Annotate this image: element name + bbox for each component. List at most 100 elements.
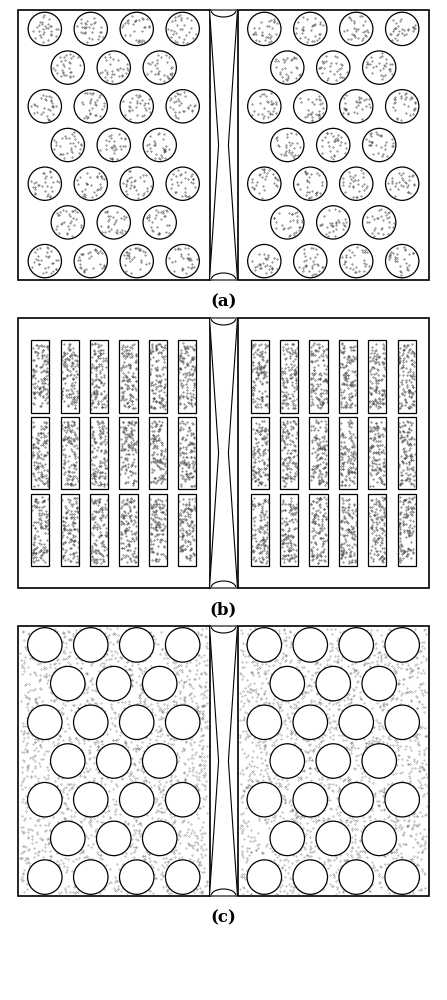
Bar [61, 340, 79, 412]
Bar [31, 417, 50, 489]
Bar [368, 340, 386, 412]
Circle shape [51, 666, 85, 701]
Text: (b): (b) [210, 601, 237, 618]
Circle shape [51, 821, 85, 856]
Circle shape [248, 244, 281, 278]
Bar [251, 417, 269, 489]
Circle shape [119, 782, 154, 817]
Bar [280, 493, 298, 566]
Circle shape [97, 744, 131, 778]
Circle shape [385, 628, 419, 662]
Circle shape [28, 244, 62, 278]
Bar [31, 340, 50, 412]
Circle shape [143, 206, 177, 239]
Circle shape [166, 167, 199, 200]
Bar [251, 493, 269, 566]
Circle shape [120, 244, 153, 278]
Circle shape [316, 666, 350, 701]
Circle shape [362, 666, 396, 701]
Text: (a): (a) [210, 293, 237, 310]
Circle shape [339, 782, 373, 817]
Circle shape [97, 666, 131, 701]
Circle shape [97, 821, 131, 856]
Bar [309, 417, 328, 489]
Circle shape [97, 128, 131, 162]
Circle shape [339, 860, 373, 894]
Circle shape [247, 782, 282, 817]
Circle shape [385, 244, 419, 278]
Circle shape [74, 705, 108, 740]
Circle shape [248, 90, 281, 123]
Circle shape [120, 12, 153, 46]
Circle shape [247, 860, 282, 894]
Circle shape [143, 666, 177, 701]
Circle shape [28, 12, 62, 46]
Bar [90, 340, 108, 412]
Circle shape [28, 90, 62, 123]
Circle shape [28, 705, 62, 740]
Circle shape [270, 821, 304, 856]
Circle shape [119, 628, 154, 662]
Circle shape [143, 821, 177, 856]
Bar [368, 417, 386, 489]
Circle shape [339, 705, 373, 740]
Bar [149, 340, 167, 412]
Circle shape [119, 705, 154, 740]
Circle shape [247, 628, 282, 662]
Circle shape [165, 860, 200, 894]
Bar [90, 417, 108, 489]
Circle shape [247, 705, 282, 740]
Circle shape [74, 167, 107, 200]
Circle shape [165, 705, 200, 740]
Bar [339, 340, 357, 412]
Circle shape [74, 860, 108, 894]
Bar [119, 417, 138, 489]
Circle shape [340, 244, 373, 278]
Bar [251, 340, 269, 412]
Circle shape [74, 782, 108, 817]
Circle shape [316, 821, 350, 856]
Bar [397, 493, 416, 566]
Circle shape [166, 90, 199, 123]
Circle shape [143, 744, 177, 778]
Bar [237, 10, 429, 280]
Circle shape [294, 167, 327, 200]
Bar [397, 340, 416, 412]
Circle shape [120, 167, 153, 200]
Circle shape [28, 860, 62, 894]
Circle shape [74, 90, 107, 123]
Circle shape [51, 128, 84, 162]
Bar [61, 417, 79, 489]
Circle shape [51, 744, 85, 778]
Bar [178, 417, 196, 489]
Bar [18, 318, 210, 588]
Bar [31, 493, 50, 566]
Circle shape [362, 821, 396, 856]
Circle shape [28, 167, 62, 200]
Circle shape [362, 744, 396, 778]
Bar [280, 340, 298, 412]
Circle shape [385, 860, 419, 894]
Bar [178, 493, 196, 566]
Bar [339, 417, 357, 489]
Circle shape [385, 782, 419, 817]
Circle shape [97, 206, 131, 239]
Circle shape [51, 51, 84, 84]
Bar [149, 493, 167, 566]
Bar [119, 493, 138, 566]
Circle shape [363, 206, 396, 239]
Bar [18, 626, 210, 896]
Bar [237, 626, 429, 896]
Circle shape [339, 628, 373, 662]
Circle shape [28, 782, 62, 817]
Circle shape [28, 628, 62, 662]
Circle shape [293, 705, 328, 740]
Circle shape [316, 206, 350, 239]
Circle shape [316, 51, 350, 84]
Bar [339, 493, 357, 566]
Circle shape [270, 744, 304, 778]
Circle shape [165, 628, 200, 662]
Circle shape [385, 705, 419, 740]
Text: (c): (c) [211, 909, 236, 926]
Circle shape [385, 90, 419, 123]
